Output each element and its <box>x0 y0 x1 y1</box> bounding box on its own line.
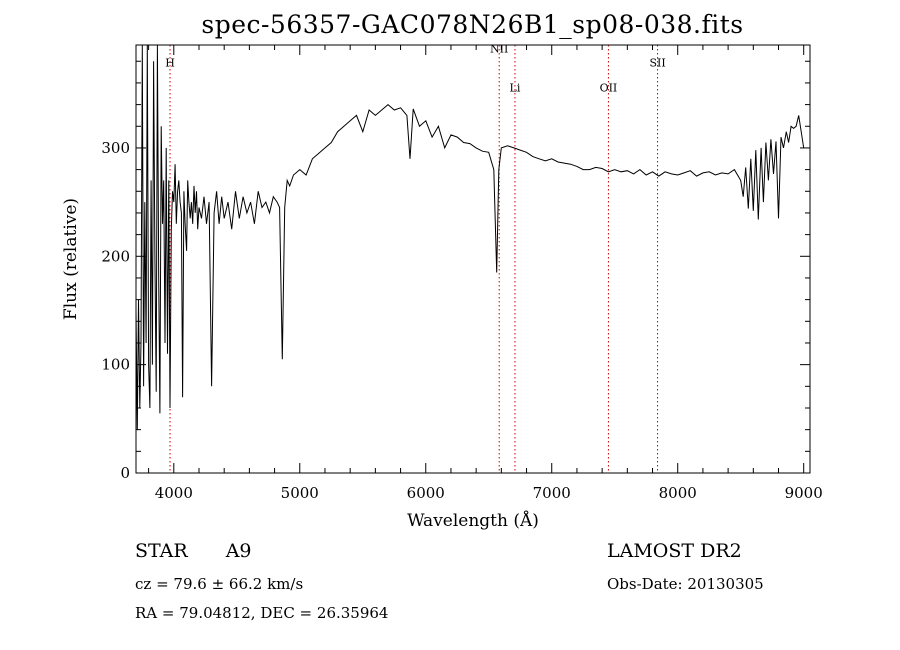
x-tick-label-4000: 4000 <box>155 484 193 502</box>
x-tick-label-8000: 8000 <box>659 484 697 502</box>
subclass-label: A9 <box>225 540 252 562</box>
spectrum-line <box>136 45 805 430</box>
obs-date-text: Obs-Date: 20130305 <box>607 575 764 593</box>
plot-area: H NII Li OII SII 4000 5000 6000 7000 8000 9000 0 100… <box>61 43 823 531</box>
y-tick-label-300: 300 <box>101 139 130 157</box>
y-tick-label-0: 0 <box>120 464 130 482</box>
chart-title: spec-56357-GAC078N26B1_sp08-038.fits <box>201 10 744 39</box>
line-label-h: H <box>165 57 175 70</box>
line-label-oii: OII <box>600 82 618 95</box>
line-label-sii: SII <box>649 57 665 70</box>
x-tick-label-6000: 6000 <box>407 484 445 502</box>
line-label-li: Li <box>510 82 521 95</box>
y-tick-label-200: 200 <box>101 247 130 265</box>
y-axis-label: Flux (relative) <box>61 198 81 320</box>
line-label-nii: NII <box>490 43 508 56</box>
survey-label: LAMOST DR2 <box>607 540 742 562</box>
redshift-text: cz = 79.6 ± 66.2 km/s <box>135 575 304 593</box>
x-tick-label-7000: 7000 <box>533 484 571 502</box>
coordinates-text: RA = 79.04812, DEC = 26.35964 <box>135 604 389 622</box>
x-tick-label-5000: 5000 <box>281 484 319 502</box>
class-label: STAR <box>135 540 188 562</box>
object-class: STAR A9 <box>135 540 252 562</box>
x-axis-label: Wavelength (Å) <box>407 510 539 531</box>
y-tick-label-100: 100 <box>101 356 130 374</box>
plot-frame <box>135 44 811 474</box>
x-tick-label-9000: 9000 <box>785 484 823 502</box>
